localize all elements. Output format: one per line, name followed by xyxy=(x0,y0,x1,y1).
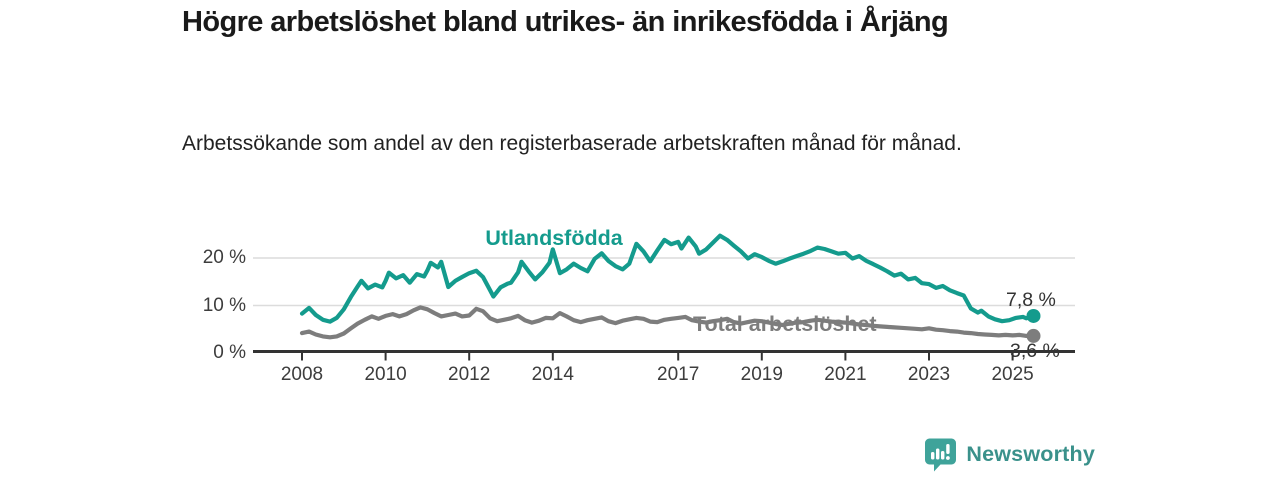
series-label-utlandsfodda: Utlandsfödda xyxy=(485,226,623,250)
end-value-label-total: 3,6 % xyxy=(1010,340,1060,362)
y-tick-label: 20 % xyxy=(202,247,246,268)
page-title: Högre arbetslöshet bland utrikes- än inr… xyxy=(182,6,949,38)
series-line xyxy=(299,305,1036,340)
y-tick-label: 0 % xyxy=(213,342,246,363)
x-tick-label: 2014 xyxy=(531,364,574,385)
y-tick-label: 10 % xyxy=(202,294,246,316)
x-tick-label: 2010 xyxy=(364,364,407,385)
x-tick-label: 2008 xyxy=(280,364,324,385)
x-tick-label: 2021 xyxy=(824,364,867,385)
x-tick-label: 2025 xyxy=(991,364,1034,385)
series-label-total-arbetsloshet: Total arbetslöshet xyxy=(693,312,877,336)
end-value-label-utlandsfodda: 7,8 % xyxy=(1006,289,1056,311)
newsworthy-wordmark: Newsworthy xyxy=(966,441,1095,466)
x-tick-label: 2023 xyxy=(907,364,951,385)
series-end-dot xyxy=(1026,308,1041,323)
x-tick-label: 2019 xyxy=(740,364,783,385)
chart-subtitle: Arbetssökande som andel av den registerb… xyxy=(182,132,962,155)
series-line xyxy=(299,233,1036,324)
newsworthy-logo[interactable]: Newsworthy xyxy=(924,436,1095,472)
x-tick-label: 2012 xyxy=(448,364,491,385)
series-end-dot xyxy=(1026,328,1041,343)
x-tick-label: 2017 xyxy=(657,364,700,385)
newsworthy-bubble-chart-icon xyxy=(924,437,957,472)
